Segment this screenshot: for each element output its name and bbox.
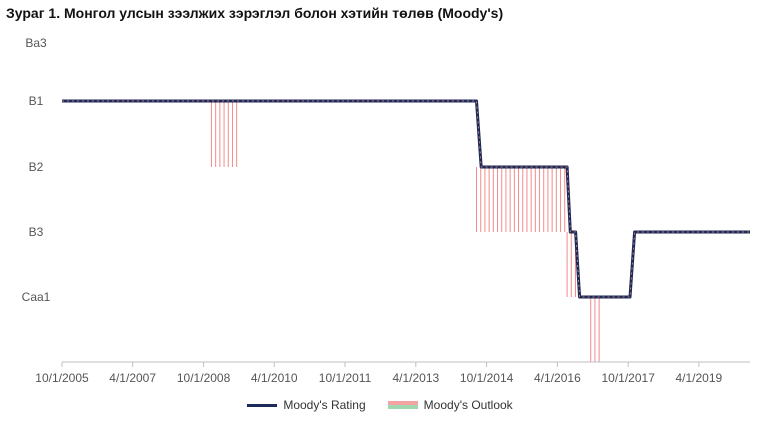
x-tick-label: 4/1/2019 bbox=[675, 371, 722, 385]
legend-label-rating: Moody's Rating bbox=[283, 398, 366, 412]
outlook-swatch bbox=[387, 401, 418, 409]
legend-label-outlook: Moody's Outlook bbox=[423, 398, 513, 412]
x-tick-label: 10/1/2014 bbox=[460, 371, 514, 385]
rating-swatch bbox=[247, 403, 278, 407]
rating-chart: Ba3 B1 B2 B3 Caa1 10/1/2005 4/1/2007 10/1/2008… bbox=[22, 36, 750, 385]
x-tick-label: 10/1/2017 bbox=[601, 371, 655, 385]
x-tick-label: 10/1/2011 bbox=[319, 371, 372, 385]
y-tick-label: B2 bbox=[29, 160, 44, 174]
x-axis-ticks: 10/1/2005 4/1/2007 10/1/2008 4/1/2010 10/1/2… bbox=[35, 362, 723, 385]
outlook-stable-line bbox=[62, 100, 750, 298]
rating-line bbox=[62, 99, 750, 299]
y-tick-label: Ba3 bbox=[25, 36, 47, 50]
outlook-series bbox=[210, 101, 600, 362]
chart-title: Зураг 1. Монгол улсын зээлжих зэрэглэл б… bbox=[6, 5, 504, 21]
legend: Moody's Rating Moody's Outlook bbox=[0, 398, 760, 412]
x-tick-label: 4/1/2007 bbox=[109, 371, 156, 385]
y-tick-label: Caa1 bbox=[22, 290, 51, 304]
x-tick-label: 10/1/2008 bbox=[177, 371, 231, 385]
x-tick-label: 4/1/2016 bbox=[534, 371, 581, 385]
legend-item-outlook[interactable]: Moody's Outlook bbox=[387, 398, 513, 412]
x-tick-label: 4/1/2013 bbox=[392, 371, 439, 385]
x-tick-label: 4/1/2010 bbox=[251, 371, 298, 385]
y-tick-label: B1 bbox=[29, 94, 44, 108]
rating-series bbox=[62, 99, 750, 299]
y-tick-label: B3 bbox=[29, 225, 44, 239]
y-axis-labels: Ba3 B1 B2 B3 Caa1 bbox=[22, 36, 51, 304]
x-tick-label: 10/1/2005 bbox=[35, 371, 89, 385]
legend-item-rating[interactable]: Moody's Rating bbox=[247, 398, 366, 412]
